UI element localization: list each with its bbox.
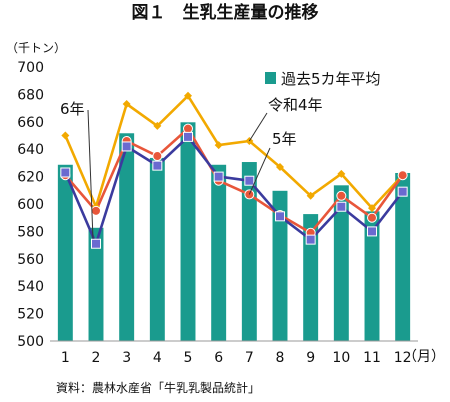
bar-5yr-avg (179, 121, 197, 342)
x-axis-ticks: 1 2 3 4 5 6 7 8 9 10 11 12 (61, 350, 412, 366)
y-tick-label: 560 (17, 252, 44, 268)
x-tick-label: 5 (184, 350, 193, 366)
y-tick-label: 660 (17, 115, 44, 131)
y-tick-label: 640 (17, 142, 44, 158)
marker-r4 (276, 163, 284, 172)
marker-r6 (367, 226, 377, 237)
marker-r6 (275, 211, 285, 222)
x-tick-label: 4 (153, 350, 162, 366)
line-series-group (60, 91, 408, 249)
x-tick-label: 11 (363, 350, 381, 366)
bar-5yr-avg (148, 156, 166, 342)
series-line-r5 (64, 127, 404, 235)
marker-r6 (336, 201, 347, 212)
marker-r5 (152, 151, 163, 162)
annotation-r4-label: 令和4年 (268, 96, 323, 114)
marker-r6 (60, 167, 71, 178)
marker-r4 (306, 191, 315, 200)
marker-r4 (61, 131, 70, 140)
x-tick-label: 3 (122, 350, 131, 366)
marker-r4 (368, 204, 376, 213)
marker-r6 (397, 186, 408, 197)
marker-r5 (336, 190, 347, 201)
y-tick-label: 680 (17, 87, 44, 103)
marker-r4 (153, 121, 162, 130)
marker-r5 (397, 170, 408, 181)
x-tick-label: 8 (276, 350, 285, 366)
marker-r5 (183, 123, 193, 134)
series-line-r4 (64, 94, 404, 210)
y-tick-label: 700 (17, 60, 44, 76)
marker-r5 (367, 212, 377, 223)
y-tick-label: 620 (17, 170, 44, 186)
marker-r6 (183, 131, 193, 142)
x-tick-label: 9 (306, 350, 315, 366)
chart-title: 図１ 生乳生産量の推移 (132, 2, 319, 23)
marker-r6 (91, 238, 101, 249)
legend-swatch-5yr-avg (265, 72, 276, 84)
marker-r4 (337, 169, 346, 178)
series-annotations: 6年 令和4年 5年 (60, 96, 323, 239)
marker-r4 (122, 99, 131, 108)
y-tick-label: 500 (17, 334, 44, 350)
annotation-r6-leader (87, 109, 94, 239)
x-tick-label: 2 (92, 350, 101, 366)
y-tick-label: 540 (17, 279, 44, 295)
y-tick-label: 580 (17, 224, 44, 240)
y-axis-ticks: 500 520 540 560 580 600 620 640 660 680 700 (17, 60, 44, 350)
annotation-r5-label: 5年 (272, 130, 297, 148)
series-line-r6 (64, 135, 404, 246)
marker-r5 (91, 205, 101, 216)
annotation-r4-leader (248, 112, 268, 142)
x-tick-label: 7 (245, 350, 254, 366)
legend-label-5yr-avg: 過去5カ年平均 (281, 70, 381, 88)
x-axis-unit-label: （月） (403, 349, 445, 365)
bar-5yr-avg (56, 163, 74, 342)
marker-r4 (214, 141, 223, 150)
y-tick-label: 600 (17, 197, 44, 213)
marker-r4 (184, 91, 192, 100)
marker-r6 (121, 141, 132, 152)
marker-r6 (305, 234, 316, 245)
y-tick-label: 520 (17, 307, 44, 323)
x-tick-label: 1 (61, 350, 70, 366)
marker-r6 (152, 160, 163, 171)
annotation-r5-leader (248, 147, 271, 195)
legend: 過去5カ年平均 (265, 70, 381, 88)
x-tick-label: 12 (394, 350, 412, 366)
marker-r6 (213, 171, 224, 182)
bar-series-group (56, 121, 412, 342)
marker-r6 (244, 175, 255, 186)
x-tick-label: 10 (332, 350, 350, 366)
annotation-r6-label: 6年 (60, 100, 85, 118)
y-axis-unit-label: （千トン） (6, 41, 66, 55)
bar-5yr-avg (210, 163, 228, 342)
source-note: 資料：農林水産省「牛乳乳製品統計」 (56, 380, 260, 395)
x-tick-label: 6 (214, 350, 223, 366)
